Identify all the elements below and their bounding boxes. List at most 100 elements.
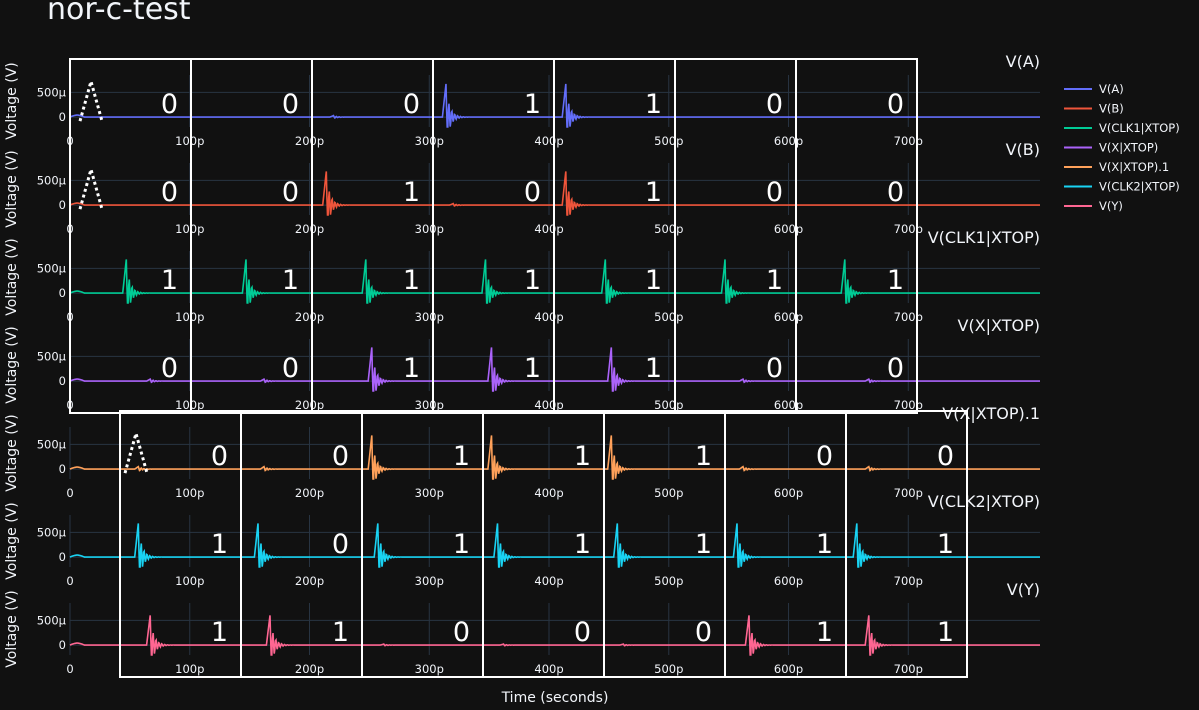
y-tick-label: 0 [59, 110, 66, 124]
legend-item: V(A) [1099, 82, 1124, 96]
chart-title: nor-c-test [47, 0, 191, 27]
bit-label: 0 [403, 89, 420, 120]
bit-label: 0 [161, 89, 178, 120]
x-tick-label: 500p [654, 574, 683, 588]
x-tick-label: 700p [894, 574, 923, 588]
x-tick-label: 200p [295, 398, 324, 412]
y-tick-label: 0 [59, 286, 66, 300]
bit-label: 1 [332, 617, 349, 648]
subplot-6: 0 500µ 0 100p 200p 300p 400p 500p 600p 700p V(Y) Vo… [4, 580, 1040, 676]
x-tick-label: 400p [534, 398, 563, 412]
x-tick-label: 0 [66, 662, 73, 676]
bit-label: 1 [524, 353, 541, 384]
subplot-1: 0 500µ 0 100p 200p 300p 400p 500p 600p 700p V(B) Vo… [4, 140, 1040, 236]
bit-label: 1 [887, 265, 904, 296]
x-tick-label: 500p [654, 134, 683, 148]
x-tick-label: 400p [534, 662, 563, 676]
bit-label: 0 [453, 617, 470, 648]
bit-label: 1 [816, 617, 833, 648]
bit-label: 0 [282, 353, 299, 384]
x-tick-label: 700p [894, 310, 923, 324]
subplot-title: V(B) [1006, 140, 1040, 159]
bit-label: 1 [282, 265, 299, 296]
x-tick-label: 400p [534, 310, 563, 324]
bit-label: 0 [816, 441, 833, 472]
bit-label: 1 [645, 89, 662, 120]
bit-label: 1 [766, 265, 783, 296]
bit-label: 1 [574, 441, 591, 472]
x-tick-label: 100p [175, 662, 204, 676]
x-tick-label: 700p [894, 134, 923, 148]
y-tick-label: 0 [59, 550, 66, 564]
x-tick-label: 300p [415, 310, 444, 324]
x-tick-label: 100p [175, 486, 204, 500]
bit-label: 1 [816, 529, 833, 560]
y-tick-label: 500µ [37, 525, 67, 539]
series-line-4 [69, 435, 1040, 480]
subplot-title: V(A) [1006, 52, 1040, 71]
bit-label: 0 [937, 441, 954, 472]
y-axis-label: Voltage (V) [4, 326, 20, 403]
bit-label: 1 [403, 177, 420, 208]
bit-label: 1 [574, 529, 591, 560]
bit-label: 1 [161, 265, 178, 296]
y-axis-label: Voltage (V) [4, 414, 20, 491]
bit-label: 1 [937, 617, 954, 648]
legend: V(A) V(B) V(CLK1|XTOP) V(X|XTOP) V(X|XTOP).1… [1064, 82, 1180, 213]
bit-label: 1 [211, 529, 228, 560]
x-tick-label: 300p [415, 134, 444, 148]
bit-label: 0 [282, 177, 299, 208]
x-tick-label: 500p [654, 486, 683, 500]
bit-label: 1 [524, 265, 541, 296]
x-tick-label: 600p [774, 134, 803, 148]
subplot-4: 0 500µ 0 100p 200p 300p 400p 500p 600p 700p V(X|XT… [4, 404, 1040, 500]
legend-item: V(B) [1099, 102, 1124, 116]
bit-label: 1 [403, 265, 420, 296]
legend-item: V(X|XTOP) [1099, 141, 1158, 155]
x-tick-label: 600p [774, 310, 803, 324]
x-tick-label: 600p [774, 222, 803, 236]
x-tick-label: 0 [66, 486, 73, 500]
x-tick-label: 200p [295, 486, 324, 500]
y-axis-label: Voltage (V) [4, 150, 20, 227]
subplot-title: V(CLK1|XTOP) [928, 228, 1040, 247]
input-marker [123, 427, 149, 474]
x-tick-label: 400p [534, 574, 563, 588]
y-tick-label: 500µ [37, 613, 67, 627]
y-tick-label: 0 [59, 638, 66, 652]
bit-label: 0 [695, 617, 712, 648]
x-tick-label: 400p [534, 222, 563, 236]
x-tick-label: 100p [175, 222, 204, 236]
subplot-3: 0 500µ 0 100p 200p 300p 400p 500p 600p 700p V(X|XT… [4, 316, 1040, 412]
subplot-title: V(Y) [1007, 580, 1040, 599]
x-tick-label: 200p [295, 662, 324, 676]
y-tick-label: 500µ [37, 261, 67, 275]
x-tick-label: 0 [66, 574, 73, 588]
series-line-6 [69, 615, 1040, 656]
bit-label: 1 [645, 265, 662, 296]
bit-label: 0 [161, 353, 178, 384]
bit-label: 1 [403, 353, 420, 384]
x-tick-label: 700p [894, 222, 923, 236]
x-tick-label: 300p [415, 486, 444, 500]
x-tick-label: 700p [894, 398, 923, 412]
bit-label: 1 [695, 529, 712, 560]
bit-label: 1 [524, 89, 541, 120]
subplot-5: 0 500µ 0 100p 200p 300p 400p 500p 600p 700p V(CLK2… [4, 492, 1040, 588]
bit-label: 1 [645, 353, 662, 384]
x-tick-label: 600p [774, 398, 803, 412]
x-axis-label: Time (seconds) [501, 690, 609, 706]
bit-label: 0 [282, 89, 299, 120]
series-line-5 [69, 523, 1040, 568]
y-axis-label: Voltage (V) [4, 238, 20, 315]
y-tick-label: 0 [59, 374, 66, 388]
bit-label: 1 [695, 441, 712, 472]
subplot-0: 0 500µ 0 100p 200p 300p 400p 500p 600p 700p V(A) Vo… [4, 52, 1040, 148]
bit-window-lower-6 [845, 410, 968, 678]
y-tick-label: 500µ [37, 349, 67, 363]
y-tick-label: 500µ [37, 85, 67, 99]
x-tick-label: 100p [175, 398, 204, 412]
x-tick-label: 100p [175, 310, 204, 324]
input-marker [78, 75, 104, 122]
legend-item: V(Y) [1099, 199, 1123, 213]
